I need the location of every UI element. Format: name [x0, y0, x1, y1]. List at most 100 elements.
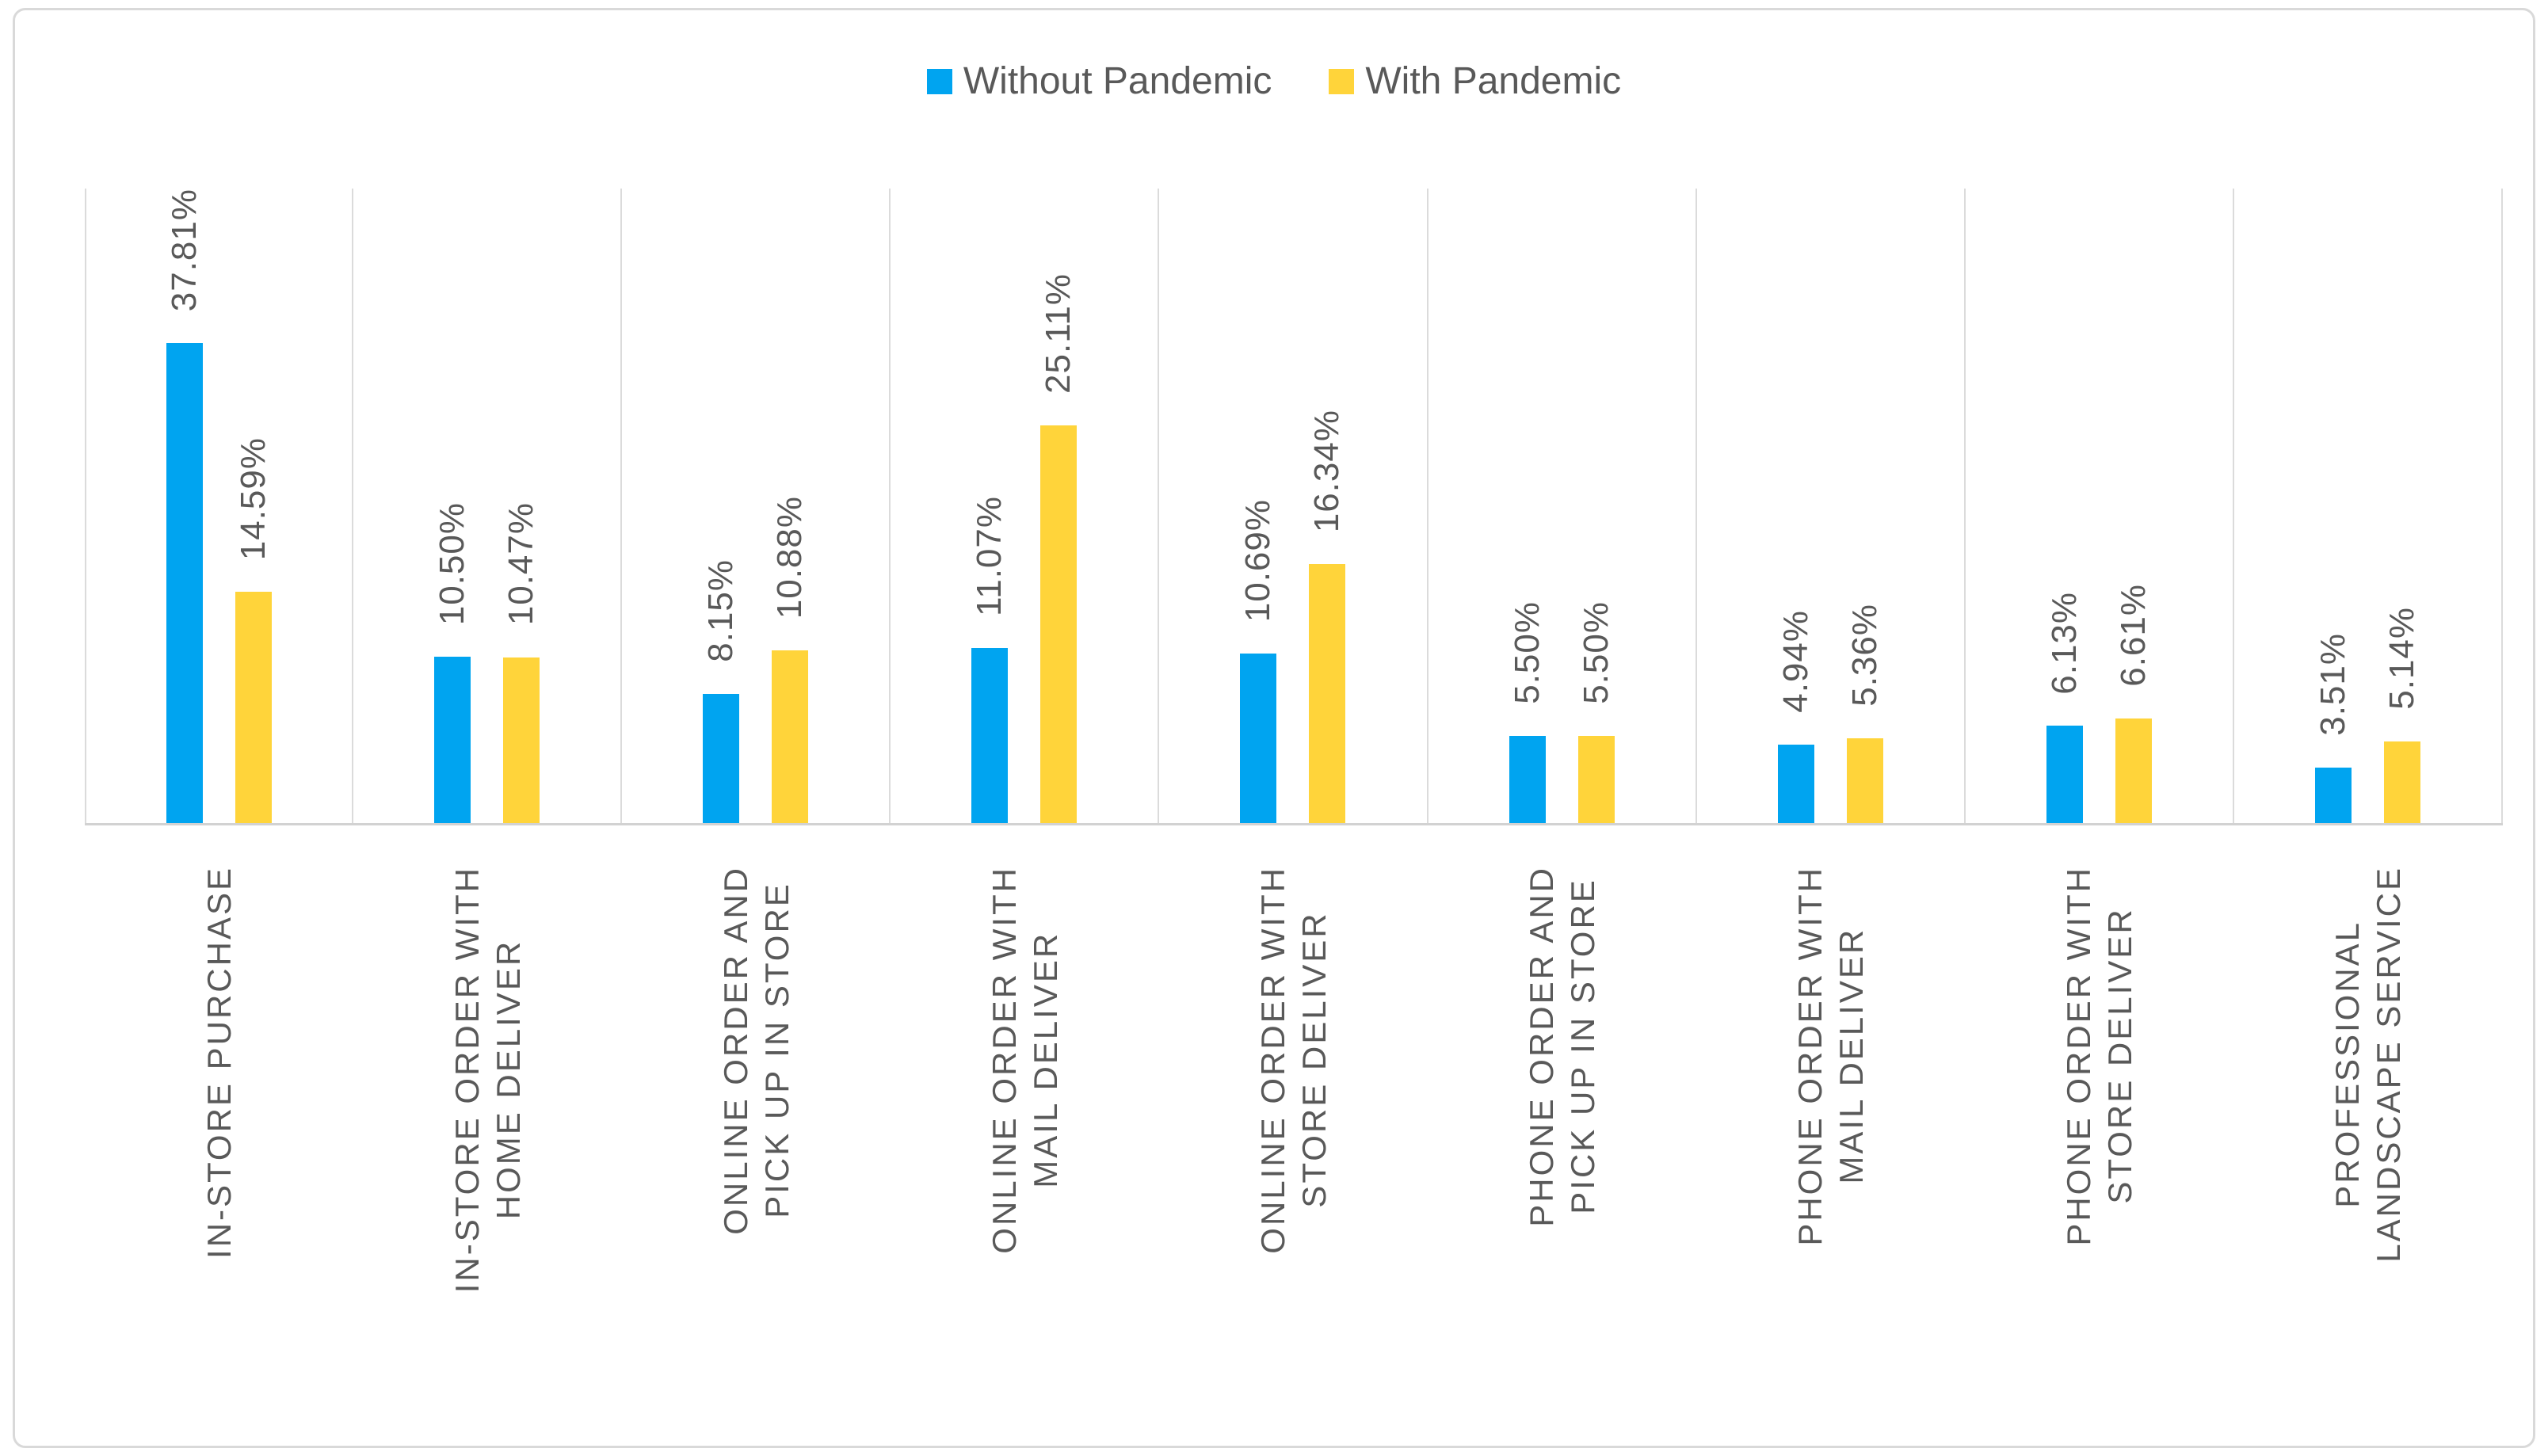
bar-pair: 11.07% 25.11%	[891, 189, 1158, 823]
value-label-with-pandemic: 10.47%	[502, 502, 541, 626]
legend-label-with-pandemic: With Pandemic	[1365, 60, 1622, 102]
value-label-with-pandemic: 10.88%	[770, 496, 810, 619]
bar-without-pandemic	[1777, 745, 1814, 823]
bar-column-without-pandemic: 8.15%	[701, 189, 741, 823]
bar-pair: 5.50% 5.50%	[1428, 189, 1695, 823]
legend-label-without-pandemic: Without Pandemic	[963, 60, 1272, 102]
bar-pair: 6.13% 6.61%	[1966, 189, 2233, 823]
bar-without-pandemic	[971, 647, 1009, 823]
category-group-in-store-order-with-home-deliver: 10.50% 10.47%	[353, 189, 623, 823]
bar-column-with-pandemic: 5.14%	[2382, 189, 2421, 823]
category-group-online-order-and-pick-up-in-store: 8.15% 10.88%	[622, 189, 891, 823]
bar-with-pandemic	[235, 592, 273, 823]
bar-without-pandemic	[703, 694, 740, 823]
category-label-phone-order-with-store-deliver: PHONE ORDER WITH STORE DELIVER	[2060, 866, 2139, 1246]
bar-column-with-pandemic: 25.11%	[1039, 189, 1078, 823]
bar-column-without-pandemic: 11.07%	[970, 189, 1009, 823]
category-cell: PHONE ORDER AND PICK UP IN STORE	[1428, 866, 1697, 1444]
bar-without-pandemic	[434, 657, 471, 823]
value-label-without-pandemic: 5.50%	[1507, 601, 1547, 704]
value-label-without-pandemic: 10.50%	[433, 501, 472, 625]
category-label-professional-landscape-service: PROFESSIONAL LANDSCAPE SERVICE	[2329, 866, 2408, 1263]
chart-frame: Without Pandemic With Pandemic 37.81% 14.…	[13, 8, 2535, 1448]
category-label-phone-order-with-mail-deliver: PHONE ORDER WITH MAIL DELIVER	[1791, 866, 1871, 1246]
category-group-professional-landscape-service: 3.51% 5.14%	[2234, 189, 2503, 823]
category-cell: PHONE ORDER WITH STORE DELIVER	[1966, 866, 2234, 1444]
category-cell: ONLINE ORDER WITH STORE DELIVER	[1159, 866, 1428, 1444]
category-group-in-store-purchase: 37.81% 14.59%	[85, 189, 354, 823]
bar-pair: 8.15% 10.88%	[622, 189, 889, 823]
value-label-without-pandemic: 37.81%	[165, 189, 204, 312]
bar-column-with-pandemic: 5.50%	[1576, 189, 1615, 823]
category-label-in-store-purchase: IN-STORE PURCHASE	[200, 866, 238, 1259]
category-group-online-order-with-store-deliver: 10.69% 16.34%	[1159, 189, 1428, 823]
legend-item-without-pandemic: Without Pandemic	[926, 59, 1272, 103]
value-label-with-pandemic: 5.50%	[1576, 601, 1615, 704]
bar-pair: 3.51% 5.14%	[2234, 189, 2501, 823]
value-label-with-pandemic: 5.36%	[1844, 604, 1884, 707]
bar-with-pandemic	[2115, 718, 2152, 823]
bar-with-pandemic	[1309, 564, 1346, 823]
value-label-without-pandemic: 4.94%	[1776, 610, 1815, 714]
bar-without-pandemic	[2046, 726, 2083, 823]
bar-column-with-pandemic: 14.59%	[234, 189, 273, 823]
value-label-without-pandemic: 8.15%	[701, 559, 741, 662]
category-label-phone-order-and-pick-up-in-store: PHONE ORDER AND PICK UP IN STORE	[1523, 866, 1602, 1227]
value-label-without-pandemic: 11.07%	[970, 495, 1009, 616]
category-group-phone-order-with-mail-deliver: 4.94% 5.36%	[1697, 189, 1966, 823]
bar-column-with-pandemic: 16.34%	[1307, 189, 1347, 823]
value-label-without-pandemic: 3.51%	[2313, 633, 2352, 736]
category-label-in-store-order-with-home-deliver: IN-STORE ORDER WITH HOME DELIVER	[448, 866, 527, 1294]
bar-column-without-pandemic: 5.50%	[1507, 189, 1547, 823]
bar-column-with-pandemic: 6.61%	[2113, 189, 2153, 823]
bar-pair: 10.69% 16.34%	[1159, 189, 1426, 823]
category-label-online-order-with-store-deliver: ONLINE ORDER WITH STORE DELIVER	[1253, 866, 1333, 1254]
value-label-with-pandemic: 16.34%	[1307, 409, 1347, 533]
bar-column-without-pandemic: 6.13%	[2044, 189, 2084, 823]
bar-column-with-pandemic: 10.88%	[770, 189, 810, 823]
value-label-with-pandemic: 6.61%	[2113, 584, 2153, 687]
category-group-phone-order-and-pick-up-in-store: 5.50% 5.50%	[1428, 189, 1697, 823]
bar-pair: 4.94% 5.36%	[1697, 189, 1964, 823]
category-cell: PHONE ORDER WITH MAIL DELIVER	[1697, 866, 1966, 1444]
bar-pair: 10.50% 10.47%	[353, 189, 620, 823]
category-label-online-order-and-pick-up-in-store: ONLINE ORDER AND PICK UP IN STORE	[716, 866, 795, 1235]
bar-column-without-pandemic: 10.69%	[1238, 189, 1278, 823]
bar-column-without-pandemic: 10.50%	[433, 189, 472, 823]
bar-with-pandemic	[503, 657, 540, 823]
bar-without-pandemic	[166, 343, 204, 823]
bar-without-pandemic	[2314, 767, 2352, 823]
bar-pair: 37.81% 14.59%	[86, 189, 352, 823]
legend-swatch-without-pandemic-icon	[926, 68, 952, 94]
bar-column-without-pandemic: 4.94%	[1776, 189, 1815, 823]
bar-column-without-pandemic: 3.51%	[2313, 189, 2352, 823]
category-group-online-order-with-mail-deliver: 11.07% 25.11%	[891, 189, 1160, 823]
category-group-phone-order-with-store-deliver: 6.13% 6.61%	[1966, 189, 2234, 823]
bar-without-pandemic	[1240, 654, 1277, 823]
plot-area: 37.81% 14.59% 10.50% 10.47% 8.15% 10.88% 11.07…	[85, 189, 2503, 825]
bar-with-pandemic	[1040, 425, 1078, 823]
bar-with-pandemic	[1846, 738, 1883, 823]
bar-with-pandemic	[1577, 736, 1615, 823]
category-cell: IN-STORE PURCHASE	[85, 866, 353, 1444]
value-label-without-pandemic: 10.69%	[1238, 498, 1278, 623]
category-cell: PROFESSIONAL LANDSCAPE SERVICE	[2234, 866, 2503, 1444]
bar-with-pandemic	[2383, 741, 2420, 823]
category-axis: IN-STORE PURCHASE IN-STORE ORDER WITH HOM…	[85, 866, 2503, 1444]
category-cell: ONLINE ORDER WITH MAIL DELIVER	[891, 866, 1159, 1444]
legend-item-with-pandemic: With Pandemic	[1329, 59, 1621, 103]
category-cell: IN-STORE ORDER WITH HOME DELIVER	[353, 866, 622, 1444]
bar-column-without-pandemic: 37.81%	[165, 189, 204, 823]
legend-swatch-with-pandemic-icon	[1329, 68, 1355, 94]
value-label-without-pandemic: 6.13%	[2044, 591, 2084, 695]
bar-column-with-pandemic: 10.47%	[502, 189, 541, 823]
bar-column-with-pandemic: 5.36%	[1844, 189, 1884, 823]
value-label-with-pandemic: 5.14%	[2382, 607, 2421, 711]
category-label-online-order-with-mail-deliver: ONLINE ORDER WITH MAIL DELIVER	[985, 866, 1064, 1254]
value-label-with-pandemic: 25.11%	[1039, 273, 1078, 394]
value-label-with-pandemic: 14.59%	[234, 436, 273, 561]
bar-without-pandemic	[1509, 736, 1546, 823]
chart-legend: Without Pandemic With Pandemic	[15, 59, 2533, 103]
bar-with-pandemic	[772, 650, 809, 823]
category-cell: ONLINE ORDER AND PICK UP IN STORE	[622, 866, 891, 1444]
